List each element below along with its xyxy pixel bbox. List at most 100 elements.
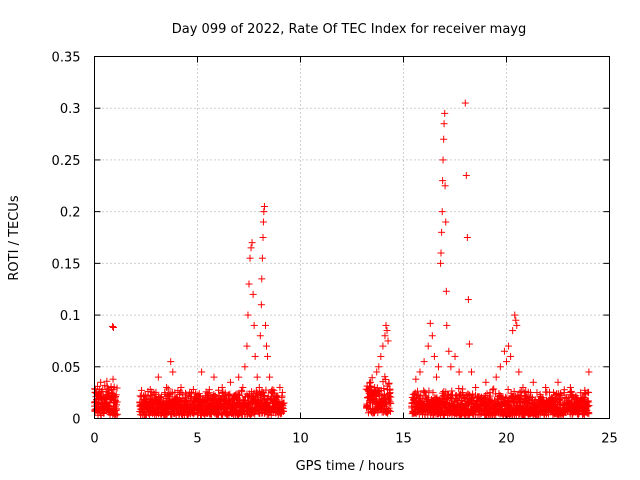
- data-point: [113, 384, 121, 392]
- data-point: [516, 388, 524, 396]
- chart-title: Day 099 of 2022, Rate Of TEC Index for r…: [172, 22, 527, 37]
- data-point: [231, 392, 239, 400]
- data-point: [268, 389, 276, 397]
- data-point: [245, 280, 253, 288]
- data-point: [113, 410, 121, 418]
- data-point: [511, 311, 519, 319]
- data-point: [583, 409, 591, 417]
- data-point: [96, 392, 104, 400]
- data-point: [253, 373, 261, 381]
- data-point: [459, 385, 467, 393]
- data-point: [109, 322, 117, 330]
- data-point: [138, 386, 146, 394]
- data-point: [422, 394, 430, 402]
- data-point: [527, 389, 535, 397]
- data-point: [560, 411, 568, 419]
- data-point: [243, 342, 251, 350]
- data-point: [266, 373, 274, 381]
- data-point: [103, 377, 111, 385]
- data-point: [486, 389, 494, 397]
- data-point: [442, 287, 450, 295]
- data-point: [250, 321, 258, 329]
- data-point: [410, 394, 418, 402]
- data-point: [111, 394, 119, 402]
- data-point: [520, 389, 528, 397]
- data-point: [136, 402, 144, 410]
- data-point: [152, 388, 160, 396]
- data-point: [529, 378, 537, 386]
- data-point: [239, 383, 247, 391]
- data-point: [470, 396, 478, 404]
- data-point: [108, 405, 116, 413]
- data-point: [234, 390, 242, 398]
- data-point: [97, 378, 105, 386]
- x-tick-label: 20: [498, 432, 515, 447]
- data-point: [490, 385, 498, 393]
- data-point: [248, 239, 256, 247]
- data-point: [535, 396, 543, 404]
- data-point: [465, 340, 473, 348]
- data-point: [173, 399, 181, 407]
- data-point: [167, 358, 175, 366]
- data-point: [492, 373, 500, 381]
- data-point: [364, 394, 372, 402]
- data-point: [519, 383, 527, 391]
- data-point: [259, 234, 267, 241]
- data-point: [261, 321, 269, 329]
- data-point: [112, 391, 120, 399]
- data-point: [226, 378, 234, 386]
- data-point: [226, 390, 234, 398]
- data-point: [500, 347, 508, 355]
- data-point: [140, 396, 148, 404]
- data-point: [205, 386, 213, 394]
- data-point: [533, 389, 541, 397]
- data-point: [202, 392, 210, 400]
- data-point: [194, 396, 201, 404]
- data-point: [542, 383, 550, 391]
- data-point: [246, 254, 254, 262]
- data-point: [367, 378, 375, 386]
- data-point: [259, 218, 267, 226]
- data-point: [447, 363, 455, 371]
- data-point: [469, 390, 477, 398]
- data-point: [482, 378, 490, 386]
- data-point: [100, 404, 108, 412]
- data-point: [244, 311, 252, 319]
- data-point: [567, 399, 575, 407]
- data-point: [154, 373, 162, 381]
- data-point: [421, 389, 429, 397]
- data-point: [440, 120, 448, 128]
- x-tick-label: 10: [292, 432, 309, 447]
- data-point: [181, 394, 189, 402]
- data-point: [171, 389, 179, 397]
- data-point: [510, 387, 518, 395]
- x-tick-label: 15: [395, 432, 412, 447]
- data-point: [279, 407, 287, 415]
- data-point: [382, 375, 390, 383]
- data-point: [156, 394, 164, 402]
- y-tick-label: 0.1: [60, 309, 81, 324]
- grid-lines: [94, 56, 610, 419]
- data-point: [505, 342, 513, 350]
- data-point: [385, 404, 393, 412]
- data-point: [238, 388, 246, 396]
- data-point: [437, 259, 445, 267]
- data-point: [461, 99, 469, 107]
- data-point: [432, 373, 440, 381]
- data-point: [260, 202, 268, 210]
- data-point: [387, 393, 395, 401]
- data-point: [435, 363, 443, 371]
- data-point: [256, 332, 264, 340]
- data-point: [257, 301, 265, 309]
- data-point: [206, 399, 214, 407]
- data-point: [523, 394, 531, 402]
- data-point: [371, 383, 379, 391]
- data-point: [464, 296, 472, 304]
- data-point: [548, 394, 556, 402]
- data-point: [222, 402, 230, 410]
- data-point: [496, 363, 504, 371]
- data-point: [442, 218, 450, 226]
- data-point: [437, 249, 445, 257]
- data-point: [268, 386, 276, 394]
- data-point: [260, 208, 268, 216]
